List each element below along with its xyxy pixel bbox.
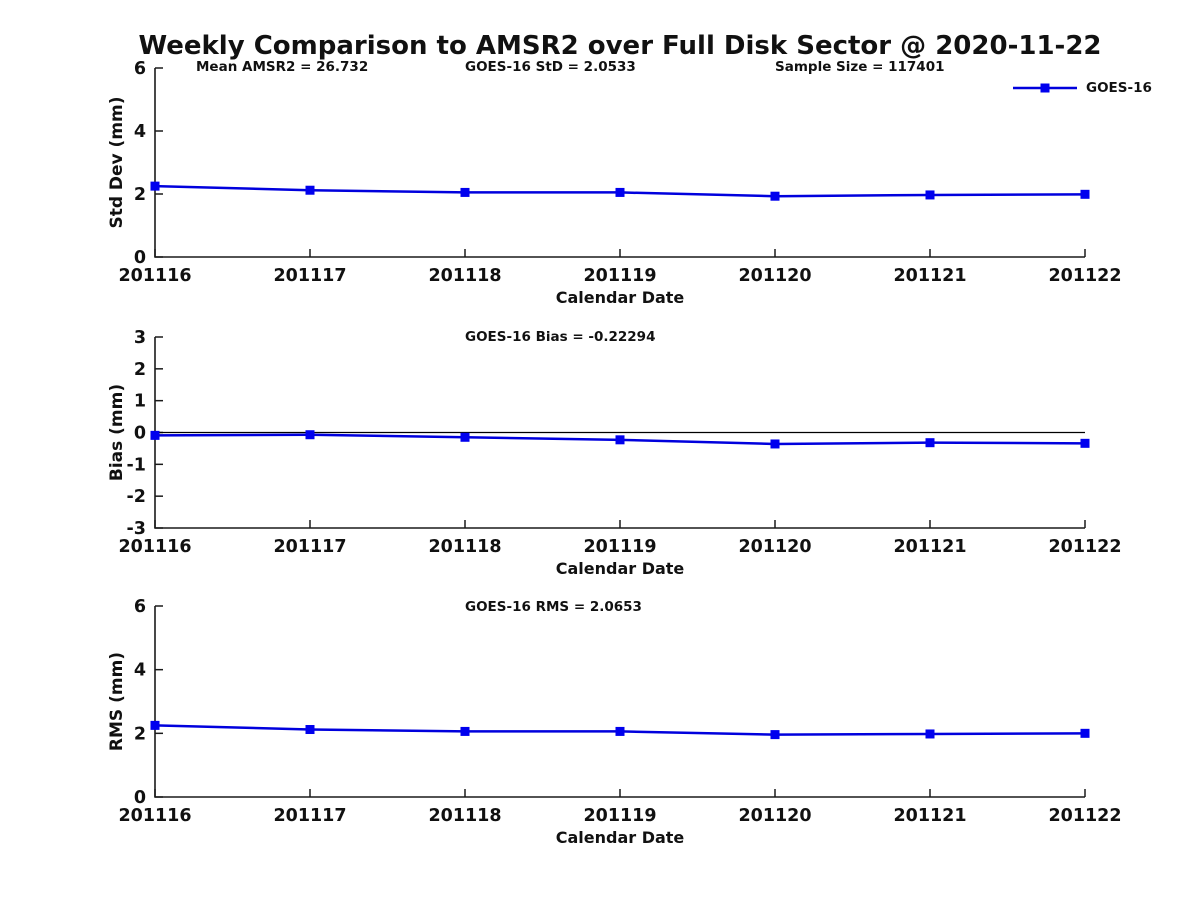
data-point-marker [1080,438,1090,448]
x-tick-label: 201117 [273,537,346,557]
data-point-marker [615,726,625,736]
data-point-marker [460,432,470,442]
subplot-annotation: Sample Size = 117401 [775,59,944,75]
data-point-marker [1080,189,1090,199]
data-point-marker [1080,728,1090,738]
y-tick-label: 2 [134,724,146,744]
y-tick-label: 4 [134,661,146,681]
x-tick-label: 201121 [893,266,966,286]
x-tick-label: 201116 [118,806,191,826]
x-tick-label: 201117 [273,266,346,286]
y-tick-label: -2 [127,487,146,507]
data-point-marker [460,726,470,736]
y-tick-label: -3 [127,519,146,539]
data-point-marker [150,430,160,440]
x-tick-label: 201119 [583,537,656,557]
x-tick-label: 201119 [583,266,656,286]
legend-marker [1040,83,1050,93]
x-tick-label: 201118 [428,537,501,557]
x-axis-label: Calendar Date [556,559,685,578]
x-tick-label: 201122 [1048,266,1121,286]
axes-spines [154,68,1085,258]
x-tick-label: 201120 [738,266,811,286]
data-point-marker [770,191,780,201]
legend: GOES-16 [1012,80,1152,96]
figure-title: Weekly Comparison to AMSR2 over Full Dis… [138,31,1102,61]
x-tick-label: 201122 [1048,537,1121,557]
x-tick-label: 201117 [273,806,346,826]
legend-line-marker-icon [1013,83,1077,93]
x-tick-label: 201119 [583,806,656,826]
x-tick-label: 201118 [428,806,501,826]
x-tick-label: 201120 [738,537,811,557]
subplot-annotation: GOES-16 Bias = -0.22294 [465,329,655,345]
data-point-marker [150,181,160,191]
y-tick-label: 1 [134,392,146,412]
subplot-annotation: GOES-16 StD = 2.0533 [465,59,636,75]
x-tick-label: 201118 [428,266,501,286]
data-point-marker [925,729,935,739]
y-tick-label: 6 [134,59,146,79]
x-tick-label: 201116 [118,266,191,286]
y-tick-label: -1 [127,455,146,475]
axes-spines [154,606,1085,798]
subplot-annotation: GOES-16 RMS = 2.0653 [465,599,642,615]
y-tick-label: 0 [134,424,146,444]
y-axis-label: Bias (mm) [107,384,127,481]
data-point-marker [770,730,780,740]
data-point-marker [925,438,935,448]
x-tick-label: 201122 [1048,806,1121,826]
data-point-marker [770,439,780,449]
y-axis-label: RMS (mm) [107,652,127,751]
x-tick-label: 201120 [738,806,811,826]
data-point-marker [615,187,625,197]
data-point-marker [305,185,315,195]
y-tick-label: 0 [134,248,146,268]
subplot-annotation: Mean AMSR2 = 26.732 [196,59,368,75]
x-tick-label: 201121 [893,537,966,557]
y-tick-label: 3 [134,328,146,348]
y-tick-label: 2 [134,185,146,205]
x-axis-label: Calendar Date [556,288,685,307]
data-point-marker [150,720,160,730]
y-tick-label: 6 [134,597,146,617]
data-point-marker [305,725,315,735]
data-point-marker [460,187,470,197]
x-axis-label: Calendar Date [556,828,685,847]
data-point-marker [925,190,935,200]
y-axis-label: Std Dev (mm) [107,96,127,228]
data-point-marker [615,435,625,445]
y-tick-label: 2 [134,360,146,380]
y-tick-label: 0 [134,788,146,808]
legend-label: GOES-16 [1086,80,1152,96]
x-tick-label: 201121 [893,806,966,826]
y-tick-label: 4 [134,122,146,142]
x-tick-label: 201116 [118,537,191,557]
data-point-marker [305,430,315,440]
